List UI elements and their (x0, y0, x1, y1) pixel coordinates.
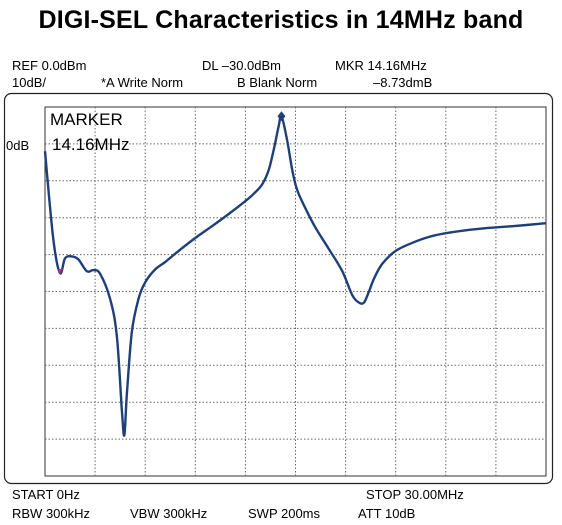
trace-line (43, 114, 547, 437)
marker-level-readout: –8.73dmB (373, 75, 433, 90)
attenuation-readout: ATT 10dB (358, 506, 416, 521)
marker-box-value: 14.16MHz (52, 135, 130, 154)
display-line-readout: DL –30.0dBm (202, 58, 282, 73)
ref-level-readout: REF 0.0dBm (12, 58, 87, 73)
stop-frequency-readout: STOP 30.00MHz (366, 487, 464, 502)
vbw-readout: VBW 300kHz (130, 506, 208, 521)
start-marker (57, 269, 64, 275)
grid (44, 106, 547, 477)
sweep-readout: SWP 200ms (248, 506, 321, 521)
rbw-readout: RBW 300kHz (12, 506, 91, 521)
trace-b-mode: B Blank Norm (237, 75, 318, 90)
chart-title: DIGI-SEL Characteristics in 14MHz band (38, 6, 524, 34)
grid-border (44, 106, 547, 477)
trace-a-mode: *A Write Norm (101, 75, 184, 90)
marker-box-title: MARKER (50, 110, 123, 129)
marker-frequency-readout: MKR 14.16MHz (335, 58, 427, 73)
ref-level-label: 0dB (6, 138, 30, 153)
screen-frame (3, 92, 554, 485)
scale-readout: 10dB/ (12, 75, 46, 90)
start-frequency-readout: START 0Hz (12, 487, 80, 502)
trace-a (43, 114, 547, 437)
marker-diamond (277, 111, 286, 122)
